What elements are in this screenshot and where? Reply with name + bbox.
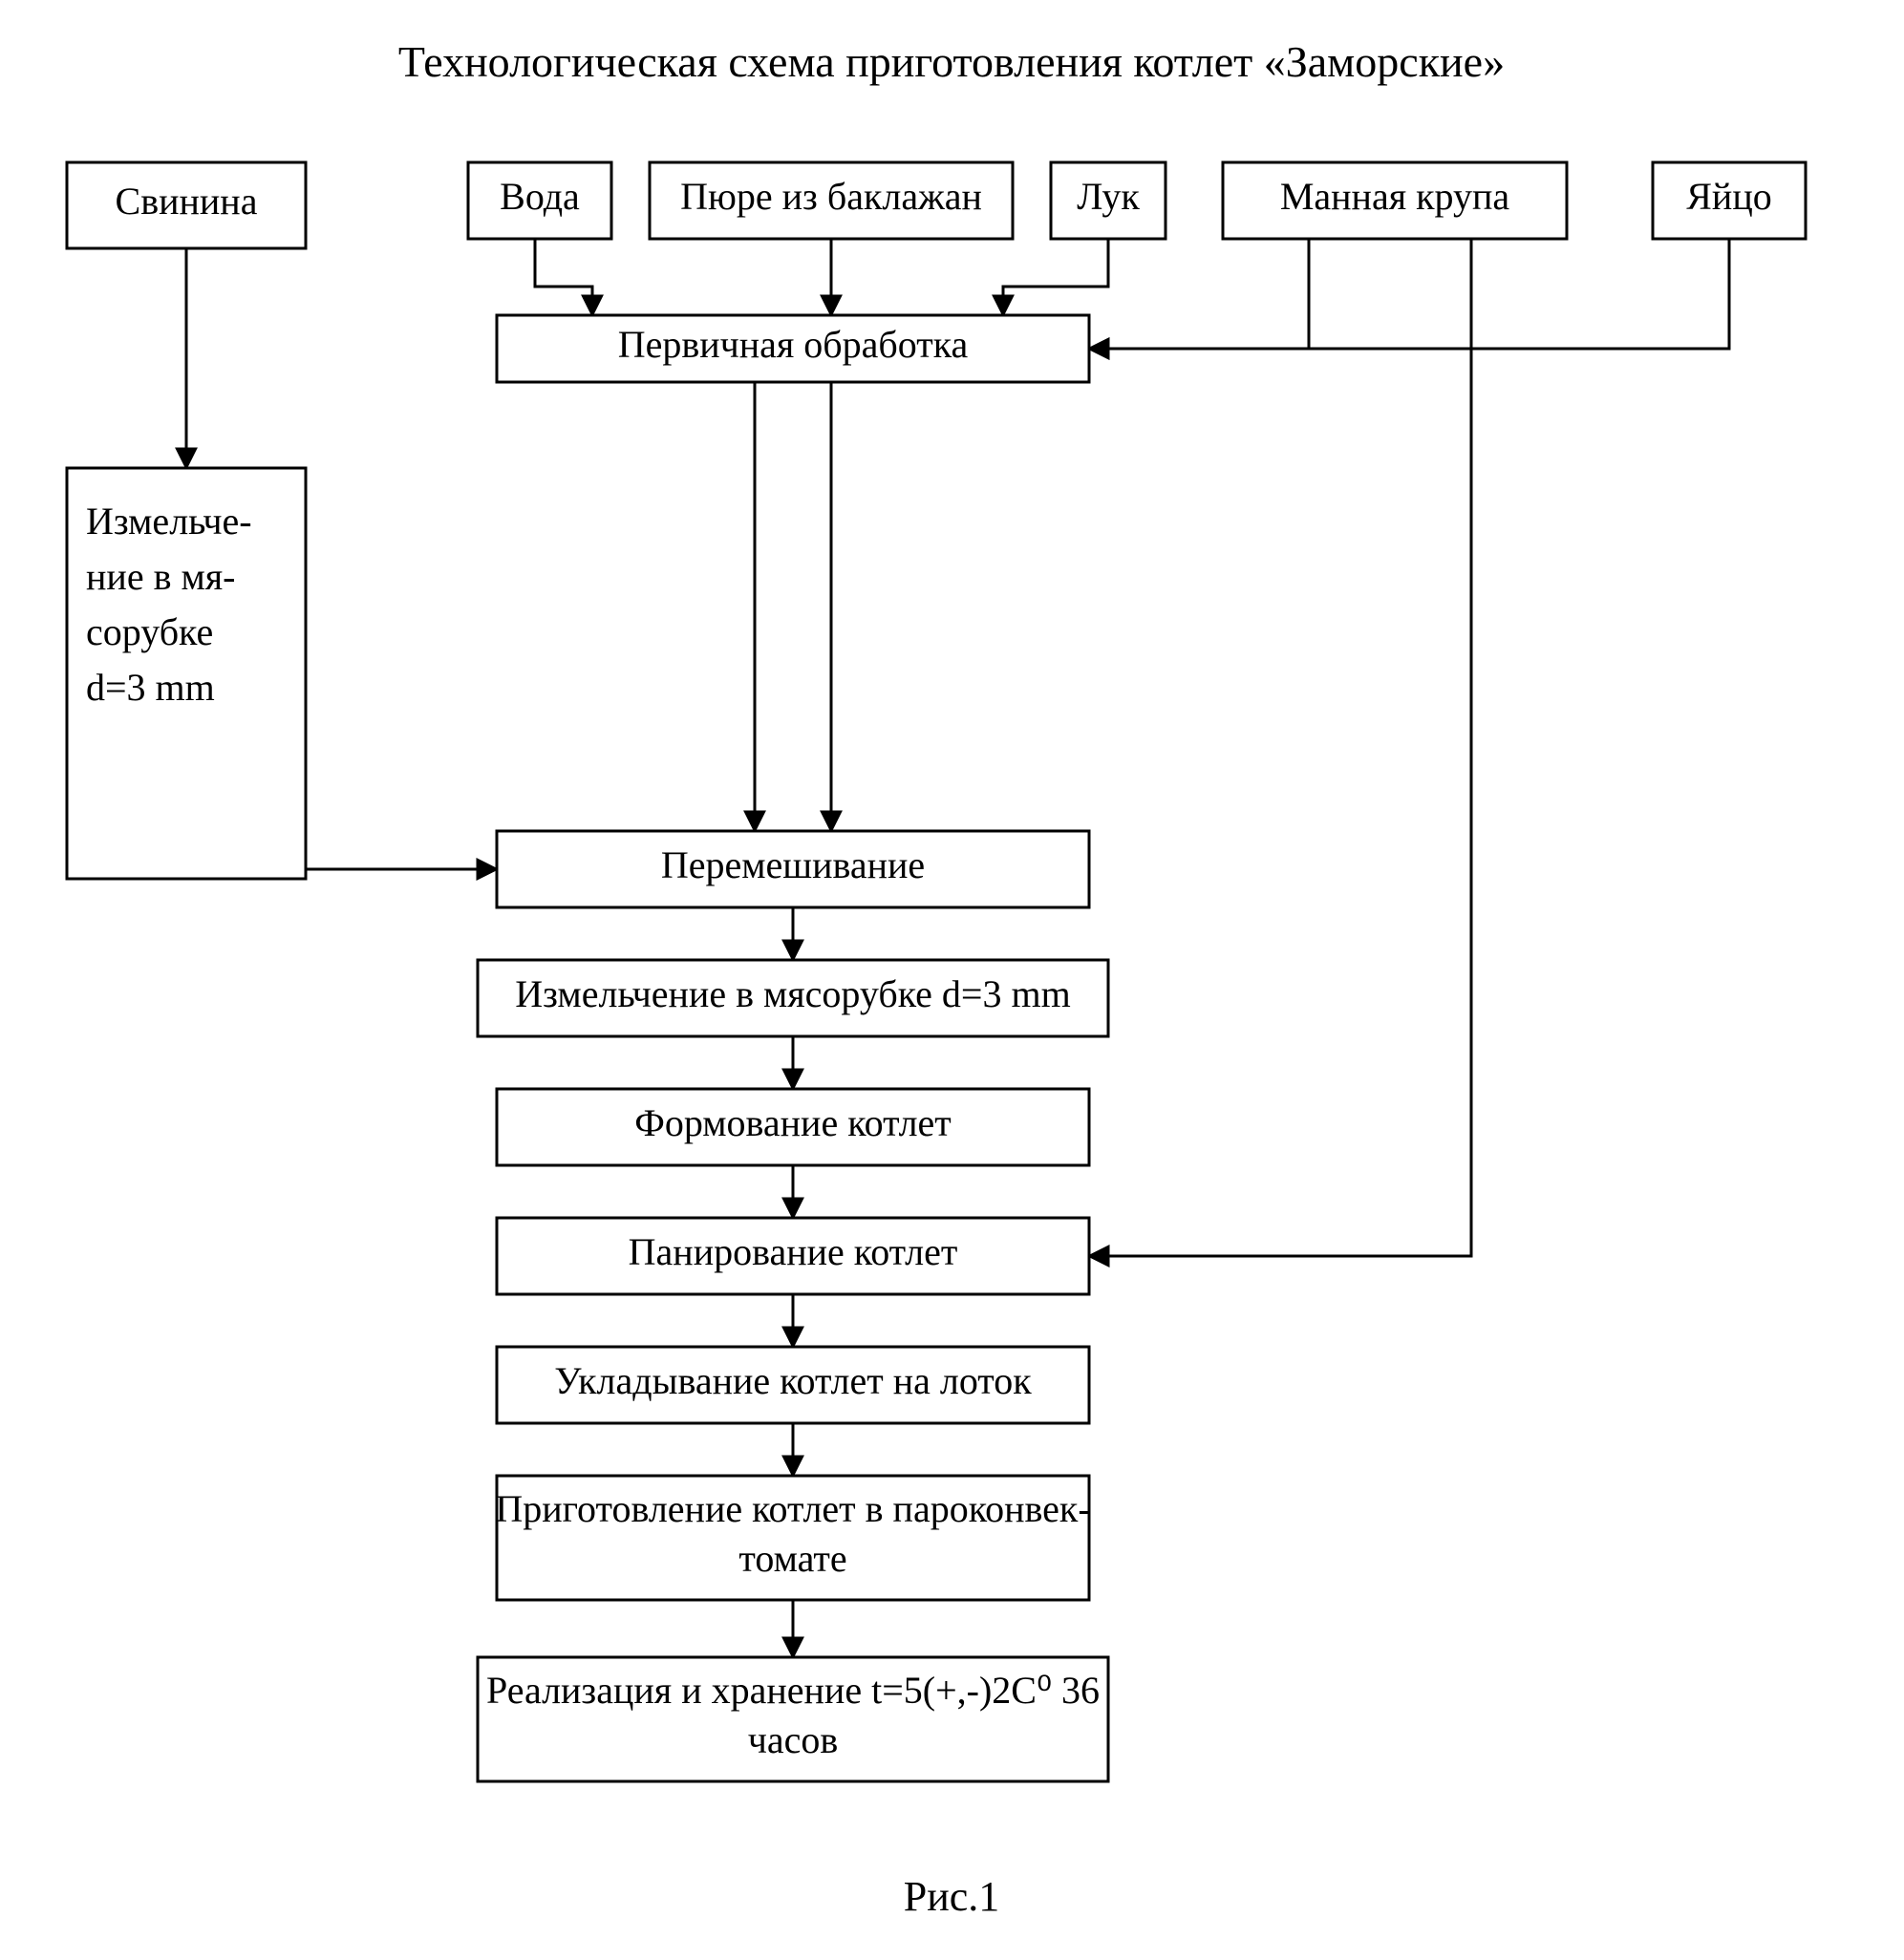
edge-3 (1003, 239, 1108, 315)
node-mix-label-0: Перемешивание (661, 843, 925, 886)
node-grind1-label-0: Измельче- (86, 500, 252, 543)
node-onion-label-0: Лук (1077, 175, 1140, 218)
edge-15 (1089, 239, 1471, 1256)
node-cook-label-1: томате (738, 1537, 846, 1580)
node-grind1-label-2: сорубке (86, 610, 213, 653)
node-tray-label-0: Укладывание котлет на лоток (554, 1359, 1032, 1402)
node-semolina-label-0: Манная крупа (1280, 175, 1510, 218)
node-grind1-label-1: ние в мя- (86, 555, 235, 598)
node-store-label-1: часов (748, 1718, 839, 1761)
node-primary-label-0: Первичная обработка (618, 323, 969, 366)
node-forming-label-0: Формование котлет (634, 1101, 952, 1144)
node-pork-label-0: Свинина (116, 180, 258, 223)
node-water-label-0: Вода (500, 175, 580, 218)
node-puree-label-0: Пюре из баклажан (680, 175, 982, 218)
node-store-label-0: Реализация и хранение t=5(+,-)2C⁰ 36 (486, 1669, 1100, 1712)
edge-5 (1089, 239, 1729, 349)
edge-1 (535, 239, 592, 315)
node-cook-label-0: Приготовление котлет в пароконвек- (495, 1487, 1090, 1530)
node-grind1-label-3: d=3 mm (86, 666, 215, 709)
node-breading-label-0: Панирование котлет (629, 1230, 958, 1273)
diagram-title: Технологическая схема приготовления котл… (398, 37, 1505, 86)
node-egg-label-0: Яйцо (1686, 175, 1772, 218)
node-grind2-label-0: Измельчение в мясорубке d=3 mm (515, 972, 1070, 1015)
edge-4 (1089, 239, 1309, 349)
diagram-caption: Рис.1 (904, 1873, 1000, 1920)
